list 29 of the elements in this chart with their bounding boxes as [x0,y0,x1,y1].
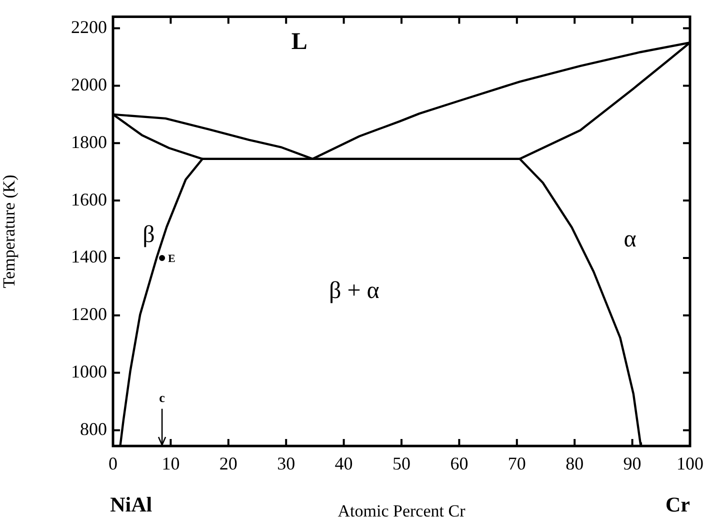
y-tick-label: 1000 [71,362,107,382]
x-tick-label: 90 [623,454,642,474]
x-tick-label: 40 [334,454,353,474]
y-tick-label: 2000 [71,74,107,94]
x-tick-label: 50 [392,454,410,474]
y-tick-label: 1200 [71,304,107,324]
annotation: E [168,252,176,265]
x-tick-label: 30 [277,454,296,474]
annotation: β + α [329,278,380,304]
text: Cr [666,492,690,517]
x-tick-label: 10 [162,454,180,474]
y-tick-label: 800 [80,418,107,439]
x-tick-label: 80 [566,454,584,474]
annotation: c [159,390,166,406]
y-tick-label: 1600 [71,189,107,210]
annotation: β [142,222,155,248]
y-tick-label: 1800 [71,132,107,152]
text: NiAl [110,492,152,517]
x-tick-label: 60 [450,454,468,474]
x-tick-label: 0 [108,454,118,474]
x-tick-label: 100 [676,454,704,474]
x-tick-label: 70 [508,454,526,474]
x-axis-title: Atomic Percent Cr [338,501,466,520]
annotation: L [291,28,308,55]
y-tick-label: 2200 [71,17,107,38]
y-tick-label: 1400 [71,246,107,267]
annotation: α [624,226,637,252]
y-axis-title: Temperature (K) [0,174,19,288]
x-tick-label: 20 [219,454,238,474]
